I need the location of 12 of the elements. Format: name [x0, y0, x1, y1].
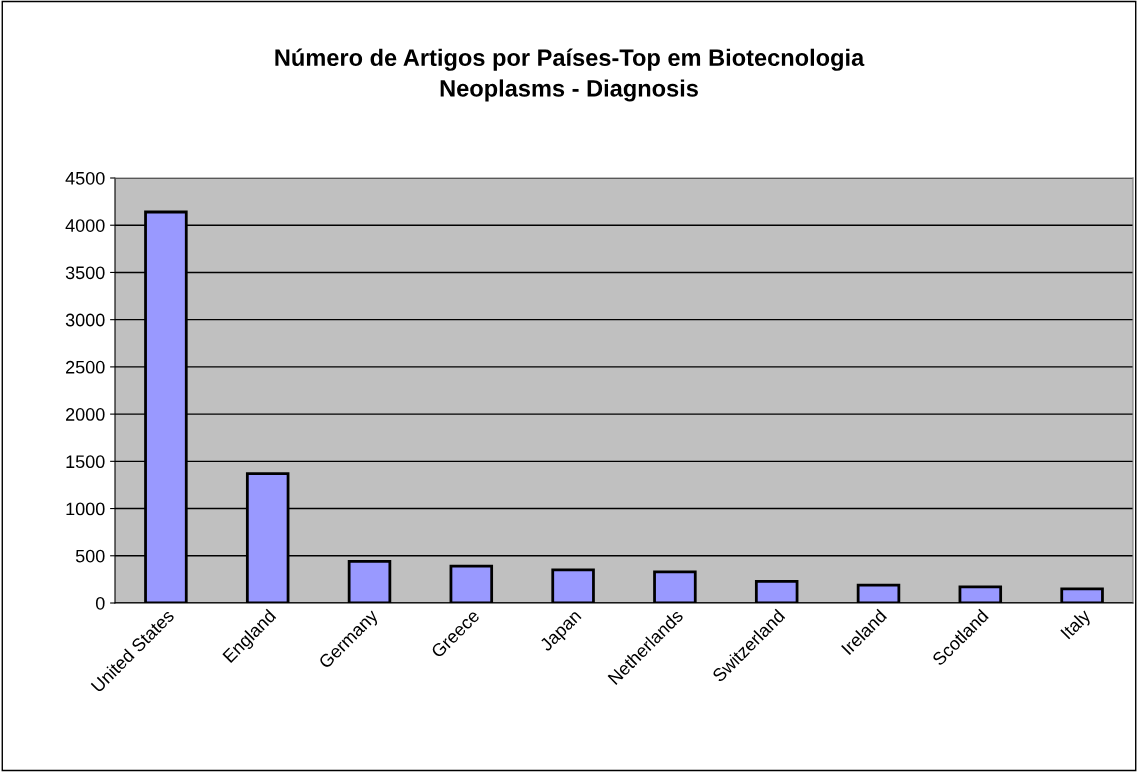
- y-tick-label: 1000: [66, 502, 105, 516]
- y-tick-label: 500: [75, 549, 105, 563]
- chart-title: Número de Artigos por Países-Top em Biotecnologia Neoplasms - Diagnosis: [275, 48, 865, 102]
- x-tick-label: Italy: [1059, 607, 1094, 642]
- y-tick-label: 1500: [66, 455, 105, 469]
- y-tick-label: 4000: [65, 219, 105, 232]
- y-tick-label: 2000: [66, 408, 105, 421]
- y-tick-label: 3000: [65, 313, 105, 327]
- y-tick-label: 4500: [65, 171, 105, 185]
- y-tick-label: 0: [95, 596, 105, 610]
- y-tick-label: 3500: [65, 266, 105, 280]
- y-tick-label: 2500: [66, 360, 105, 374]
